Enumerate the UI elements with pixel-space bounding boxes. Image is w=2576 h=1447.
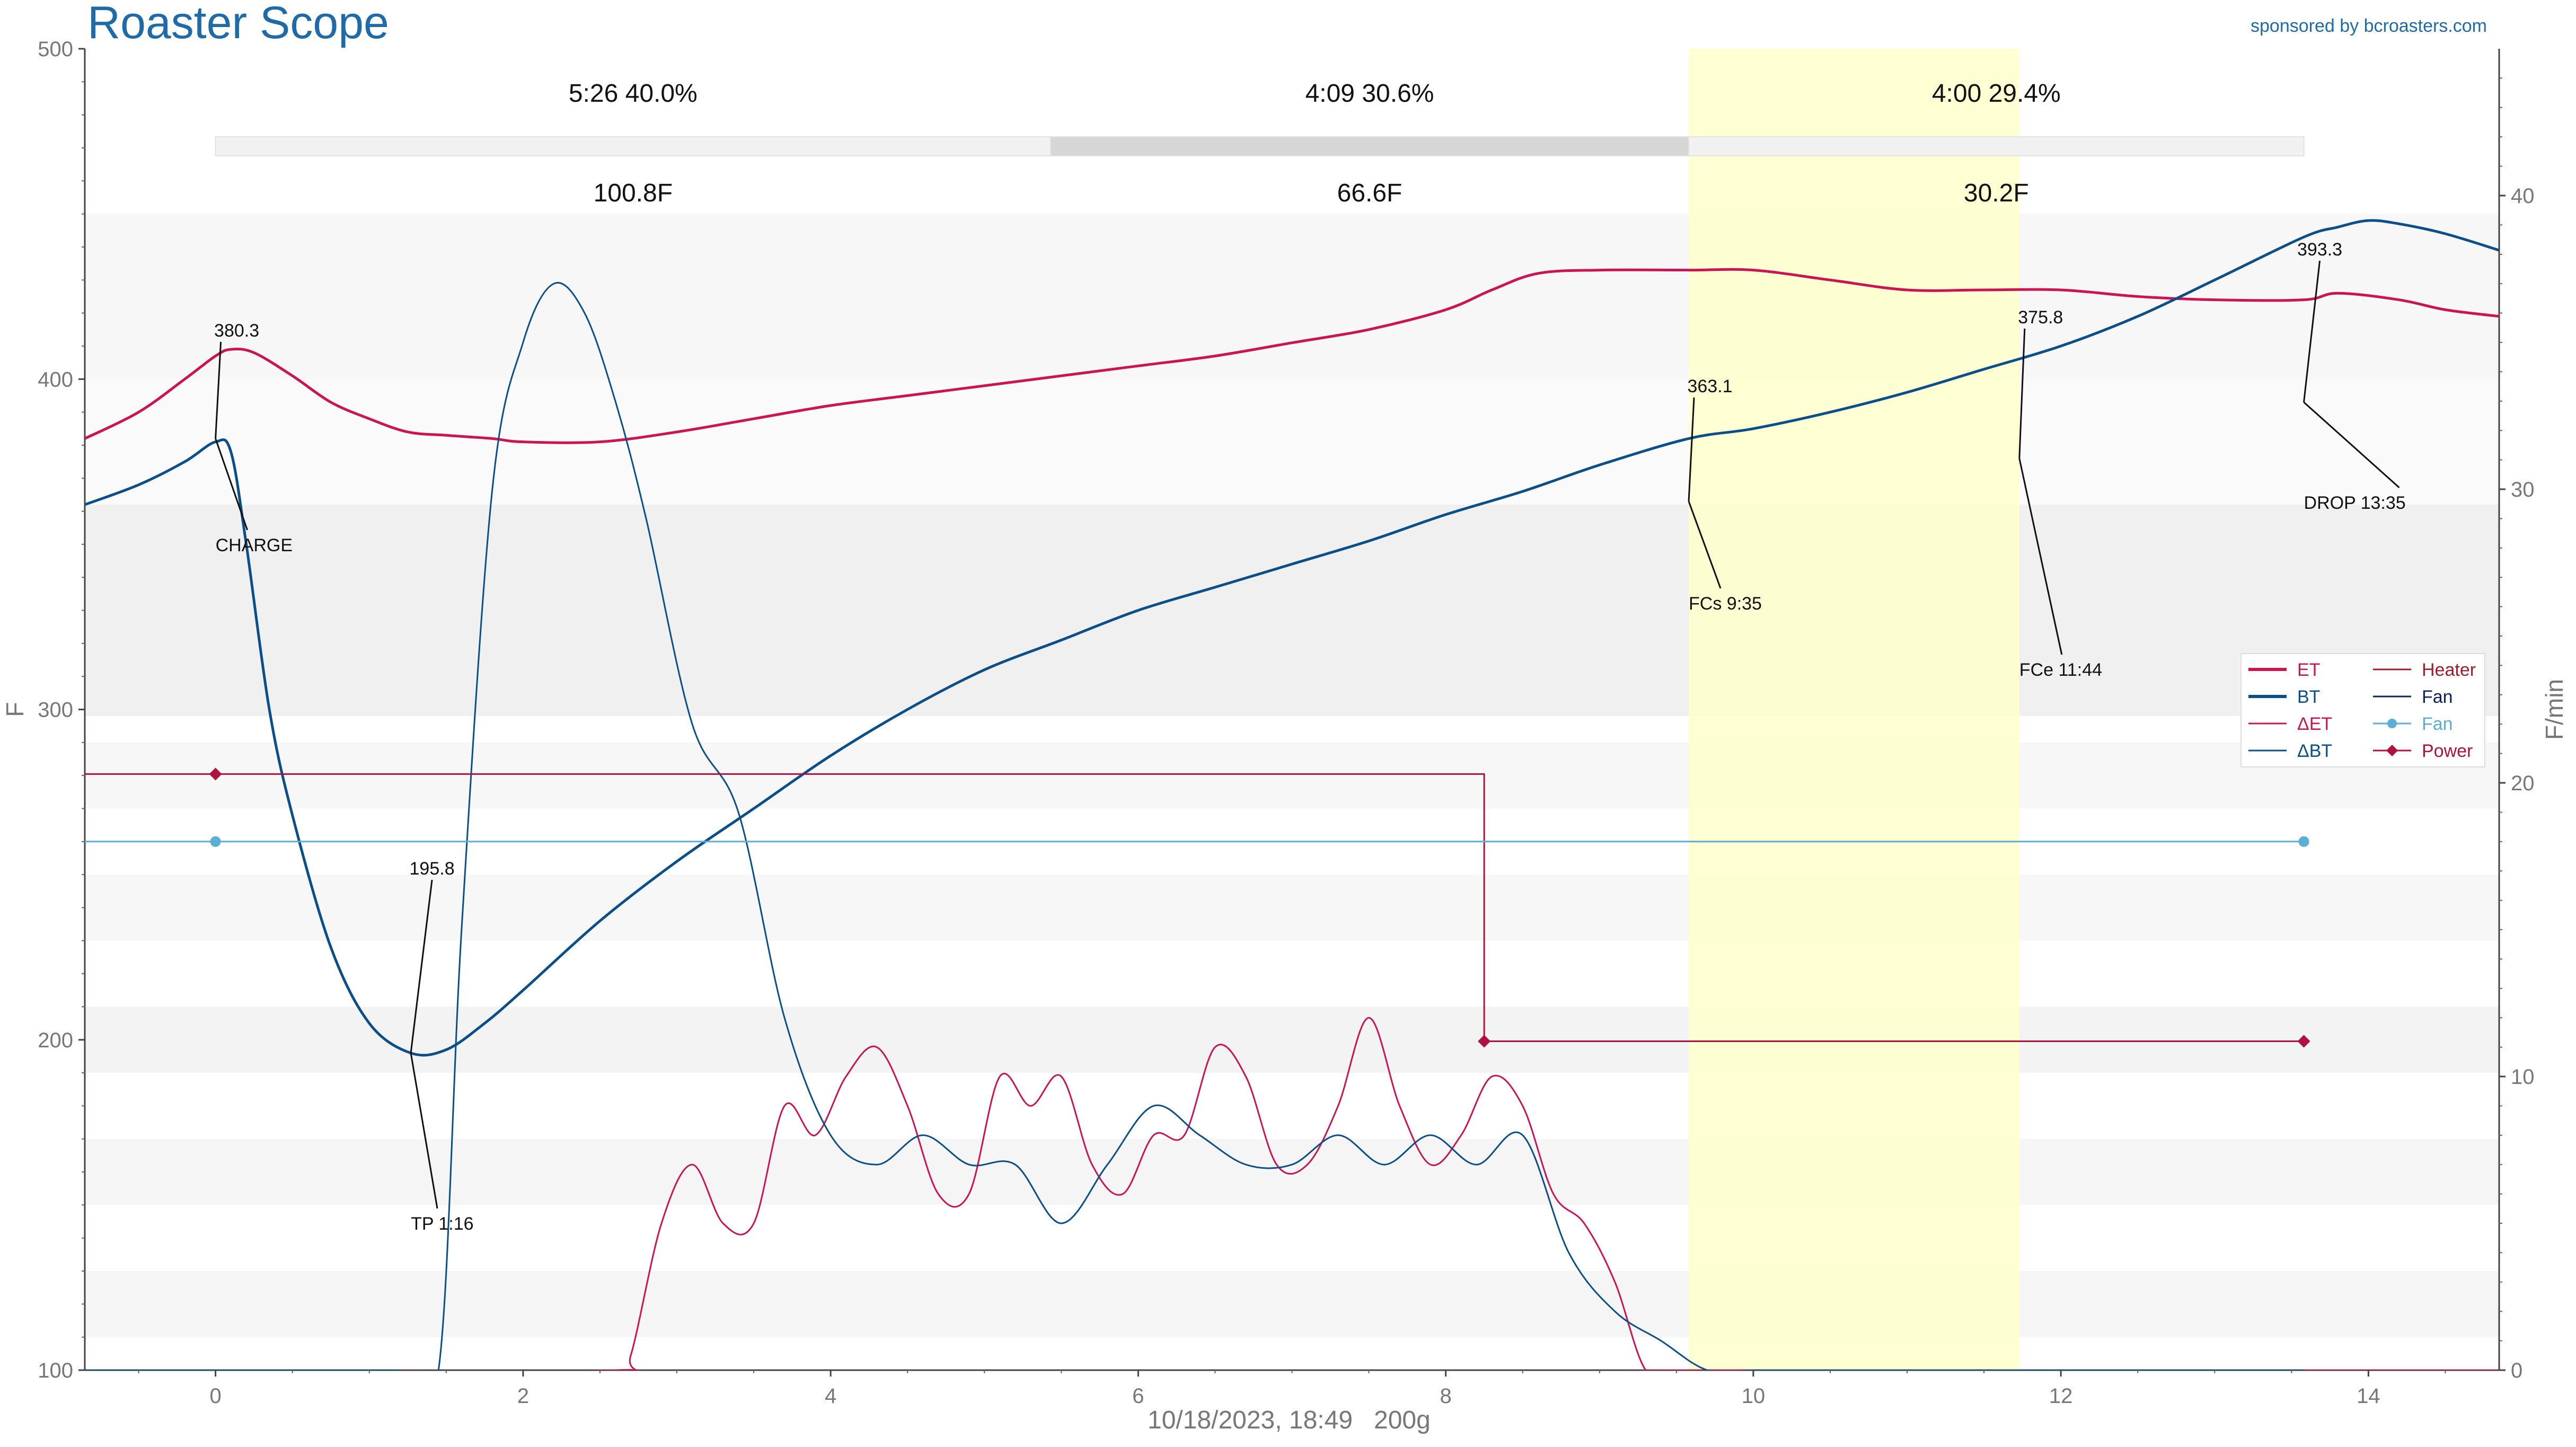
x-tick-label: 2 — [517, 1384, 529, 1408]
phase-delta-label: 66.6F — [1337, 179, 1402, 207]
background-bands — [85, 49, 2499, 1370]
event-label: FCs 9:35 — [1689, 594, 1762, 614]
event-leader — [215, 341, 222, 439]
y2-tick-label: 20 — [2511, 772, 2535, 795]
event-value-label: 363.1 — [1687, 376, 1732, 396]
legend-label: ΔBT — [2297, 741, 2332, 761]
x-tick-label: 8 — [1440, 1384, 1452, 1408]
event-value-label: 195.8 — [410, 859, 455, 879]
phase-delta-label: 100.8F — [594, 179, 673, 207]
y2-axis-label: F/min — [2540, 679, 2568, 740]
sponsor-link[interactable]: sponsored by bcroasters.com — [2251, 16, 2487, 36]
x-tick-label: 0 — [209, 1384, 221, 1408]
temp-band — [85, 1205, 2499, 1272]
temp-band — [85, 875, 2499, 941]
phase-highlight — [1689, 49, 2019, 1370]
legend: ET Heater BT Fan ΔET Fan ΔBT Power — [2240, 653, 2485, 767]
temp-band — [85, 742, 2499, 809]
x-tick-label: 12 — [2049, 1384, 2073, 1408]
legend-swatch-marker — [2387, 719, 2397, 728]
legend-box — [2240, 653, 2485, 767]
x-tick-label: 14 — [2357, 1384, 2380, 1408]
legend-label: Heater — [2422, 660, 2476, 680]
temp-band — [85, 1337, 2499, 1370]
phase-time-label: 5:26 40.0% — [569, 80, 698, 108]
y-tick-label: 100 — [38, 1359, 73, 1382]
y2-tick-label: 10 — [2511, 1065, 2535, 1089]
legend-label: ΔET — [2297, 714, 2332, 734]
phase-bar: 5:26 40.0% 100.8F 4:09 30.6% 66.6F 4:00 29.4… — [215, 80, 2305, 207]
power-marker — [2297, 1035, 2310, 1048]
events-layer: 380.3 CHARGE 195.8 TP 1:16 363.1 FCs 9:35 375.… — [214, 240, 2406, 1234]
event-leader — [2018, 328, 2026, 458]
event-leader — [410, 879, 433, 1053]
event-label: CHARGE — [216, 535, 293, 555]
y-tick-label: 300 — [38, 699, 73, 722]
event-value-label: 375.8 — [2018, 307, 2063, 328]
event-label: FCe 11:44 — [2019, 660, 2102, 680]
y-axis-label: F — [1, 702, 29, 717]
y2-tick-label: 0 — [2511, 1359, 2522, 1382]
fan-marker — [210, 836, 221, 847]
event-leader — [2018, 458, 2063, 655]
temp-band — [85, 940, 2499, 1007]
event-leader — [2303, 260, 2321, 403]
phase-segment — [1050, 136, 1690, 156]
app-title: Roaster Scope — [87, 0, 389, 48]
x-tick-label: 6 — [1132, 1384, 1144, 1408]
temp-band — [85, 505, 2499, 716]
y-tick-label: 500 — [38, 38, 73, 61]
phase-segment — [1688, 136, 2305, 156]
series-power — [85, 773, 2304, 1043]
series-et — [85, 268, 2499, 444]
y2-tick-label: 40 — [2511, 184, 2535, 208]
event-leader — [1688, 501, 1722, 589]
event-value-label: 380.3 — [214, 321, 259, 341]
y2-tick-label: 30 — [2511, 478, 2535, 501]
temp-band — [85, 379, 2499, 505]
event-value-label: 393.3 — [2297, 240, 2342, 260]
legend-label: BT — [2297, 687, 2320, 707]
series-layer — [85, 219, 2499, 1370]
temp-band — [85, 1139, 2499, 1205]
power-marker — [1478, 1035, 1491, 1048]
x-tick-label: 10 — [1742, 1384, 1766, 1408]
series-dbt — [85, 282, 2304, 1370]
temp-band — [85, 49, 2499, 214]
event-leader — [215, 438, 249, 531]
development-highlight — [1689, 49, 2019, 1370]
temp-band — [85, 716, 2499, 743]
event-leader — [1688, 397, 1695, 501]
y-tick-label: 400 — [38, 368, 73, 391]
temp-band — [85, 214, 2499, 380]
power-marker — [209, 767, 222, 781]
y-tick-label: 200 — [38, 1029, 73, 1052]
fan-marker — [2298, 836, 2309, 847]
x-tick-label: 4 — [825, 1384, 836, 1408]
legend-label: Power — [2422, 741, 2473, 761]
phase-time-label: 4:00 29.4% — [1932, 80, 2061, 108]
temp-band — [85, 1073, 2499, 1139]
roast-info: 10/18/2023, 18:49 200g — [1148, 1406, 1431, 1434]
event-label: TP 1:16 — [411, 1214, 473, 1234]
phase-delta-label: 30.2F — [1964, 179, 2029, 207]
legend-label: Fan — [2422, 714, 2453, 734]
phase-segment — [215, 136, 1051, 156]
legend-swatch-marker — [2386, 745, 2398, 756]
legend-label: ET — [2297, 660, 2320, 680]
event-label: DROP 13:35 — [2304, 493, 2406, 513]
event-leader — [410, 1053, 438, 1209]
series-bt — [85, 219, 2499, 1057]
temp-band — [85, 1007, 2499, 1073]
phase-time-label: 4:09 30.6% — [1305, 80, 1434, 108]
legend-label: Fan — [2422, 687, 2453, 707]
temp-band — [85, 1271, 2499, 1337]
event-leader — [2303, 401, 2400, 489]
series-det — [85, 1017, 2499, 1370]
